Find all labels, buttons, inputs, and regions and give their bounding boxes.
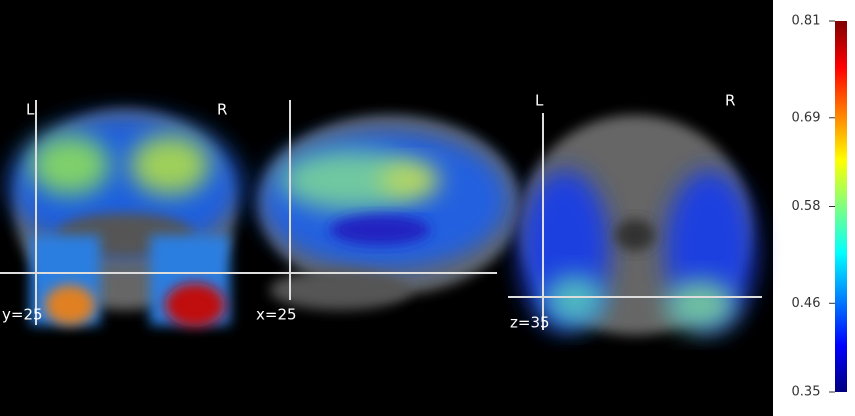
colorbar-tick-label: 0.46 xyxy=(792,296,821,311)
orientation-label: R xyxy=(217,101,227,119)
colorbar-tick-label: 0.35 xyxy=(792,385,821,400)
orientation-label: L xyxy=(26,101,35,119)
coordinate-label: z=35 xyxy=(510,314,550,332)
orientation-label: R xyxy=(725,92,735,110)
sagittal-view xyxy=(260,115,520,310)
colorbar-tick-label: 0.81 xyxy=(792,14,821,29)
colorbar xyxy=(835,21,847,392)
coordinate-label: x=25 xyxy=(256,306,297,324)
colorbar-tick-label: 0.58 xyxy=(792,199,821,214)
orientation-label: L xyxy=(535,92,544,110)
coordinate-label: y=25 xyxy=(2,306,43,324)
coronal-view xyxy=(10,110,240,327)
colorbar-tick-label: 0.69 xyxy=(792,110,821,125)
